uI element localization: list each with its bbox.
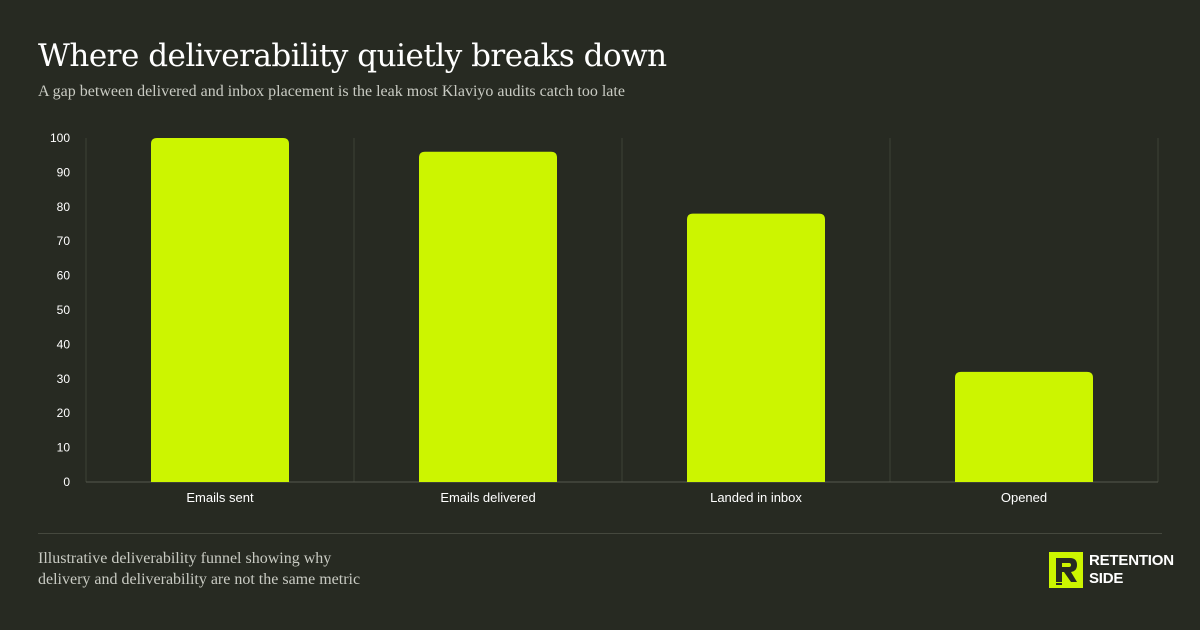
y-tick-label: 30 <box>57 372 71 386</box>
footer-note-line-1: Illustrative deliverability funnel showi… <box>38 550 332 567</box>
x-tick-label: Opened <box>1001 490 1047 505</box>
retention-side-logo-icon <box>1049 552 1083 588</box>
chart-subtitle: A gap between delivered and inbox placem… <box>38 83 625 100</box>
y-tick-label: 90 <box>57 165 71 179</box>
brand-line-1: RETENTION <box>1089 552 1174 569</box>
y-tick-label: 70 <box>57 234 71 248</box>
footer-divider <box>38 533 1162 534</box>
y-tick-label: 40 <box>57 337 71 351</box>
bar-emails-sent <box>151 138 289 482</box>
footer-note: Illustrative deliverability funnel showi… <box>38 548 458 590</box>
y-tick-label: 100 <box>50 131 70 145</box>
x-tick-label: Landed in inbox <box>710 490 802 505</box>
y-tick-label: 20 <box>57 406 71 420</box>
x-tick-label: Emails delivered <box>440 490 535 505</box>
brand-line-2: SIDE <box>1089 570 1124 587</box>
brand-logo: RETENTION SIDE <box>1049 552 1174 588</box>
y-tick-label: 50 <box>57 303 71 317</box>
y-tick-label: 0 <box>63 475 70 489</box>
chart-title: Where deliverability quietly breaks down <box>38 38 667 74</box>
footer-note-line-2: delivery and deliverability are not the … <box>38 571 361 588</box>
bar-emails-delivered <box>419 151 557 482</box>
x-tick-label: Emails sent <box>186 490 254 505</box>
y-tick-label: 10 <box>57 441 71 455</box>
y-tick-label: 60 <box>57 269 71 283</box>
bar-chart: 0 10 20 30 40 50 60 70 80 90 100 Emails sent Emails … <box>50 131 1159 505</box>
bar-opened <box>955 371 1093 482</box>
bar-landed-in-inbox <box>687 213 825 482</box>
brand-wordmark: RETENTION SIDE <box>1089 552 1174 588</box>
y-tick-label: 80 <box>57 200 71 214</box>
